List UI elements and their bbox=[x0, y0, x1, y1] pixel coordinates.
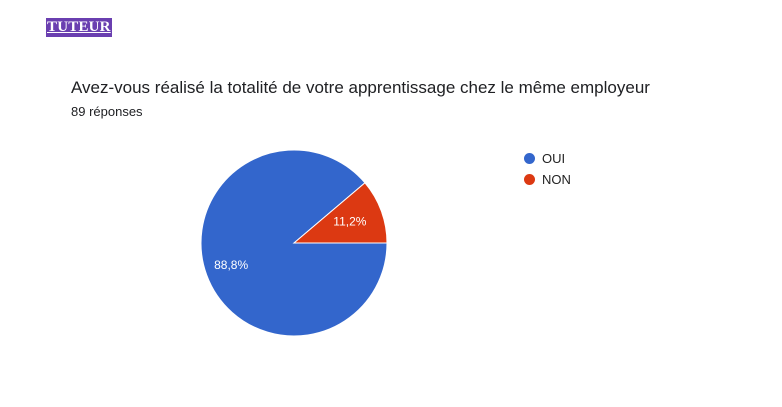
legend-item-oui[interactable]: OUI bbox=[524, 148, 571, 169]
pie-label-non: 11,2% bbox=[333, 215, 366, 229]
legend: OUI NON bbox=[524, 148, 571, 190]
chart-title: Avez-vous réalisé la totalité de votre a… bbox=[71, 78, 650, 97]
legend-swatch-oui bbox=[524, 153, 535, 164]
legend-label-non: NON bbox=[542, 172, 571, 187]
legend-item-non[interactable]: NON bbox=[524, 169, 571, 190]
pie-slice-non[interactable] bbox=[292, 182, 388, 244]
legend-swatch-non bbox=[524, 174, 535, 185]
pie-slice-oui[interactable] bbox=[200, 149, 388, 337]
section-tag: TUTEUR bbox=[46, 18, 112, 37]
legend-label-oui: OUI bbox=[542, 151, 566, 166]
response-count: 89 réponses bbox=[71, 104, 143, 119]
pie-label-oui: 88,8% bbox=[214, 258, 248, 272]
